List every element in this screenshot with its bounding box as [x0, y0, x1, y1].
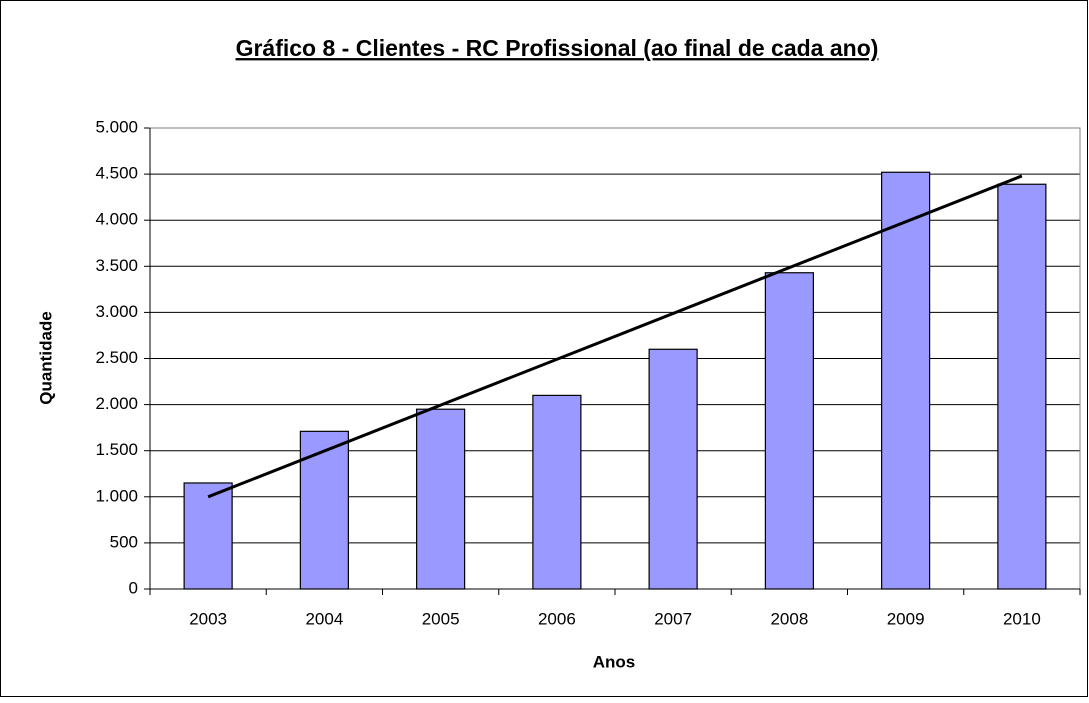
x-tick-label: 2008	[770, 609, 808, 628]
y-tick-label: 500	[110, 532, 138, 551]
bar	[997, 183, 1047, 590]
y-tick-label: 1.500	[95, 440, 138, 459]
x-tick-label: 2007	[654, 609, 692, 628]
bar	[416, 408, 466, 590]
trend-line	[207, 174, 1023, 499]
x-tick-label: 2010	[1003, 609, 1041, 628]
y-tick-label: 1.000	[95, 486, 138, 505]
y-tick-label: 4.500	[95, 164, 138, 183]
y-tick-label: 4.000	[95, 210, 138, 229]
bar	[299, 430, 349, 590]
y-tick-label: 2.500	[95, 348, 138, 367]
y-axis-label: Quantidade	[36, 311, 55, 405]
x-tick-label: 2005	[422, 609, 460, 628]
y-tick-label: 2.000	[95, 394, 138, 413]
bar	[764, 272, 814, 590]
bar	[881, 171, 931, 590]
bar	[648, 348, 698, 590]
x-tick-label: 2003	[189, 609, 227, 628]
x-tick-label: 2009	[887, 609, 925, 628]
bar	[532, 394, 582, 590]
chart-title: Gráfico 8 - Clientes - RC Profissional (…	[236, 35, 879, 61]
x-axis-label: Anos	[593, 652, 636, 671]
y-tick-label: 5.000	[95, 117, 138, 136]
x-tick-label: 2006	[538, 609, 576, 628]
bar	[183, 482, 233, 590]
x-tick-label: 2004	[305, 609, 343, 628]
y-tick-label: 0	[129, 578, 138, 597]
y-tick-label: 3.500	[95, 256, 138, 275]
y-tick-label: 3.000	[95, 302, 138, 321]
